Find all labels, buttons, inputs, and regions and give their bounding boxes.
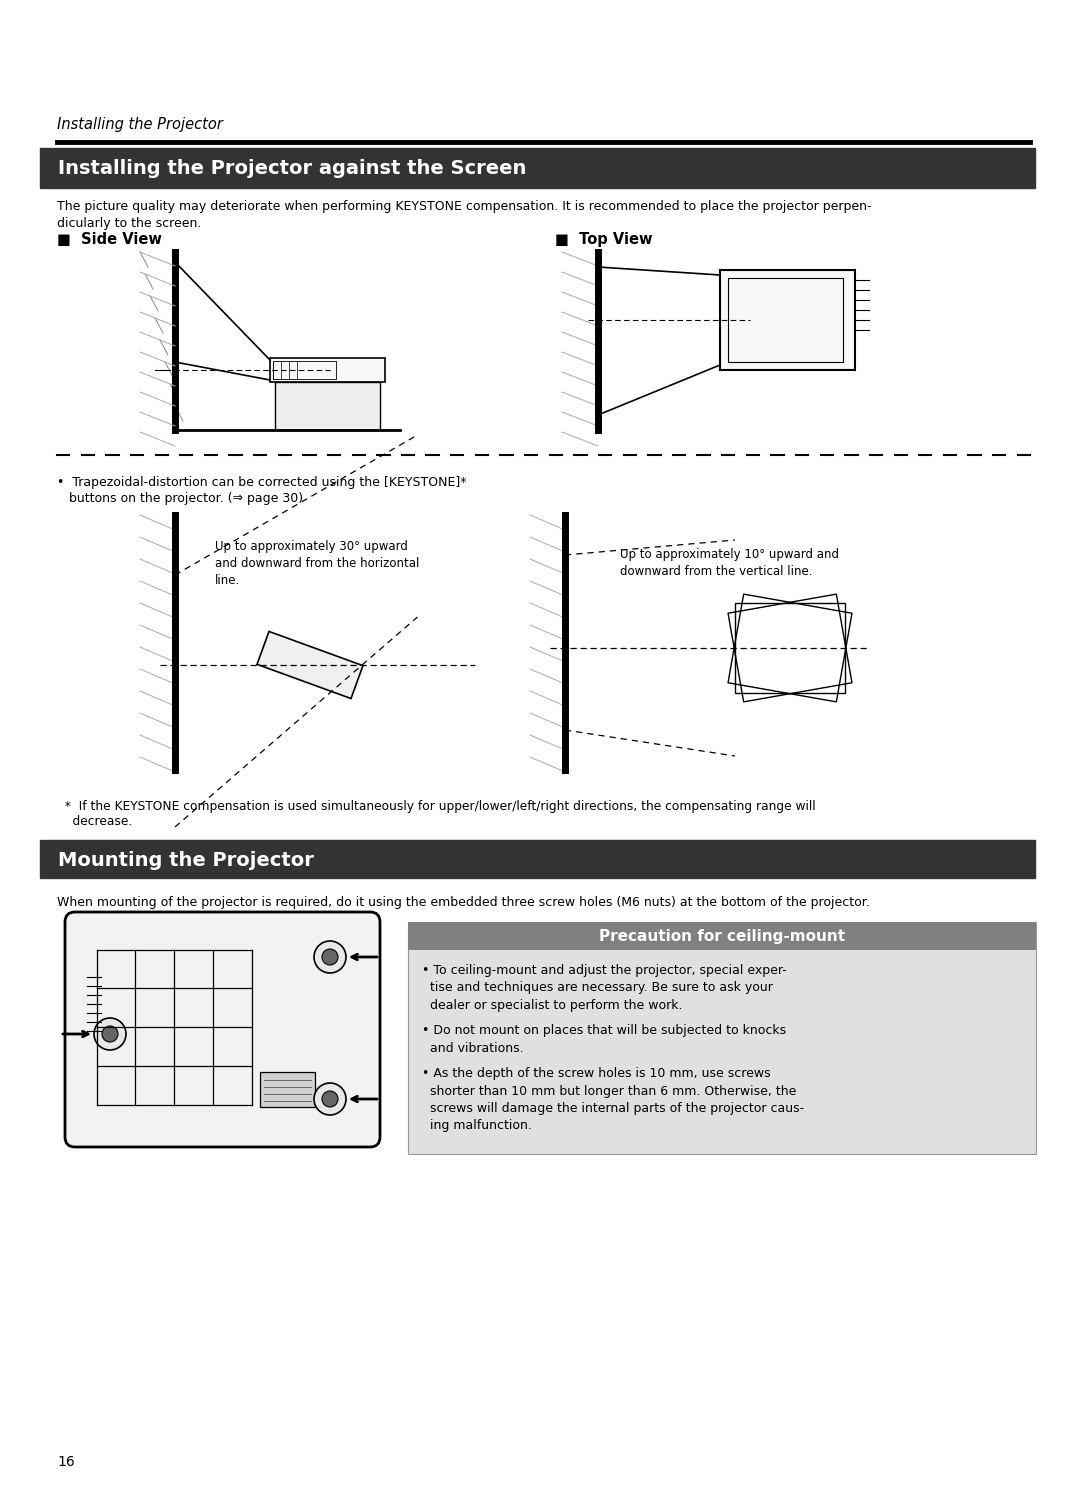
Bar	[408, 922, 1036, 950]
Circle shape	[314, 1083, 346, 1115]
Text: Installing the Projector against the Screen: Installing the Projector against the Scr…	[58, 159, 526, 178]
Text: • Do not mount on places that will be subjected to knocks
  and vibrations.: • Do not mount on places that will be su…	[422, 1025, 786, 1054]
Text: • To ceiling-mount and adjust the projector, special exper-
  tise and technique: • To ceiling-mount and adjust the projec…	[422, 964, 786, 1011]
Text: Precaution for ceiling-mount: Precaution for ceiling-mount	[599, 928, 845, 943]
Bar	[40, 841, 1035, 878]
Bar	[270, 358, 384, 382]
Text: When mounting of the projector is required, do it using the embedded three screw: When mounting of the projector is requir…	[57, 895, 869, 909]
Text: ■  Top View: ■ Top View	[555, 232, 652, 247]
Bar	[728, 278, 843, 362]
Bar	[275, 382, 380, 431]
Circle shape	[322, 949, 338, 965]
Bar	[260, 1072, 315, 1106]
Circle shape	[94, 1019, 126, 1050]
Bar	[40, 148, 1035, 189]
Bar	[720, 270, 855, 370]
Bar	[273, 361, 336, 379]
Text: 16: 16	[57, 1455, 75, 1469]
Text: • As the depth of the screw holes is 10 mm, use screws
  shorter than 10 mm but : • As the depth of the screw holes is 10 …	[422, 1068, 805, 1133]
Text: Up to approximately 30° upward
and downward from the horizontal
line.: Up to approximately 30° upward and downw…	[215, 541, 419, 587]
Text: decrease.: decrease.	[57, 815, 132, 829]
Text: ■  Side View: ■ Side View	[57, 232, 162, 247]
FancyBboxPatch shape	[65, 912, 380, 1146]
Text: •  Trapezoidal-distortion can be corrected using the [KEYSTONE]*: • Trapezoidal-distortion can be correcte…	[57, 477, 467, 489]
Bar	[408, 922, 1036, 1154]
Circle shape	[322, 1091, 338, 1106]
Text: The picture quality may deteriorate when performing KEYSTONE compensation. It is: The picture quality may deteriorate when…	[57, 200, 872, 230]
Text: Up to approximately 10° upward and
downward from the vertical line.: Up to approximately 10° upward and downw…	[620, 548, 839, 578]
Text: *  If the KEYSTONE compensation is used simultaneously for upper/lower/left/righ: * If the KEYSTONE compensation is used s…	[57, 800, 815, 812]
Text: Installing the Projector: Installing the Projector	[57, 117, 222, 132]
Text: Mounting the Projector: Mounting the Projector	[58, 851, 314, 870]
Polygon shape	[257, 631, 363, 698]
Circle shape	[102, 1026, 118, 1042]
Circle shape	[314, 941, 346, 973]
Text: buttons on the projector. (⇒ page 30): buttons on the projector. (⇒ page 30)	[57, 492, 303, 505]
